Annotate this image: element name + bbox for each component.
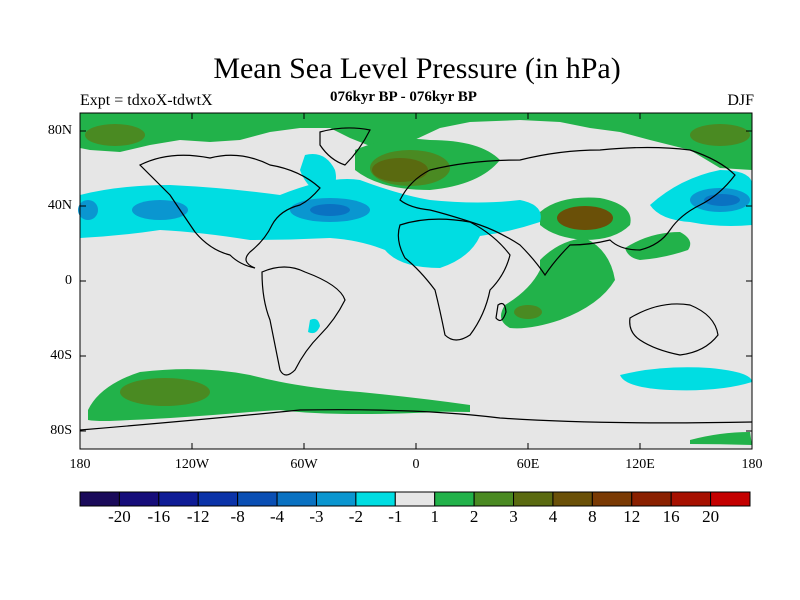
colorbar-label: 16 [662,507,680,526]
colorbar-swatch [197,491,239,507]
colorbar-label: 20 [702,507,720,526]
colorbar-swatch [591,491,633,507]
x-tick-label: 120E [625,457,655,472]
colorbar-swatch [315,491,357,507]
colorbar-swatch [631,491,672,507]
colorbar-label: -8 [230,507,245,526]
colorbar-label: 12 [623,507,641,526]
colorbar-swatch [513,491,554,507]
positive-anomaly-fields [80,113,752,445]
colorbar-swatch [710,491,751,507]
colorbar-label: 8 [588,507,597,526]
colorbar-swatch [394,491,436,507]
colorbar-label: 4 [548,507,558,526]
colorbar-swatch [355,491,396,507]
negative-anomaly-fields [78,154,752,391]
x-tick-label: 180 [69,457,91,472]
colorbar-swatch [237,491,278,507]
colorbar-swatch [158,491,199,507]
x-tick-label: 60W [290,457,318,472]
x-tick-label: 120W [174,457,210,472]
colorbar-swatch [434,491,475,507]
colorbar-label: 2 [469,507,479,526]
y-tick-label: 40S [50,348,72,363]
x-tick-label: 0 [412,457,420,472]
colorbar-swatch [118,491,160,507]
colorbar-label: -16 [147,507,171,526]
colorbar-label: 3 [509,507,518,526]
colorbar-label: -3 [309,507,324,526]
colorbar-swatch [473,491,515,507]
colorbar-label: -2 [348,507,363,526]
y-tick-label: 40N [47,198,72,213]
x-tick-label: 60E [516,457,540,472]
y-tick-label: 80N [47,123,72,138]
colorbar-label: -12 [186,507,210,526]
y-tick-label: 0 [65,273,72,288]
colorbar-label: -4 [269,507,285,526]
colorbar-swatch [670,491,712,507]
colorbar-swatch [79,491,120,507]
experiment-label: Expt = tdxoX-tdwtX [80,92,213,109]
x-tick-label: 180 [741,457,763,472]
map-title: Mean Sea Level Pressure (in hPa) [213,52,621,85]
colorbar-label: -1 [388,507,403,526]
colorbar-label: -20 [108,507,131,526]
coastlines [79,127,753,431]
colorbar-swatch [276,491,317,507]
axis-ticks [79,113,753,449]
map-subtitle: 076kyr BP - 076kyr BP [330,89,477,105]
y-tick-label: 80S [50,423,72,438]
colorbar-label: 1 [430,507,439,526]
colorbar-swatch [552,491,593,507]
colorbar [79,491,751,507]
season-label: DJF [727,92,754,109]
